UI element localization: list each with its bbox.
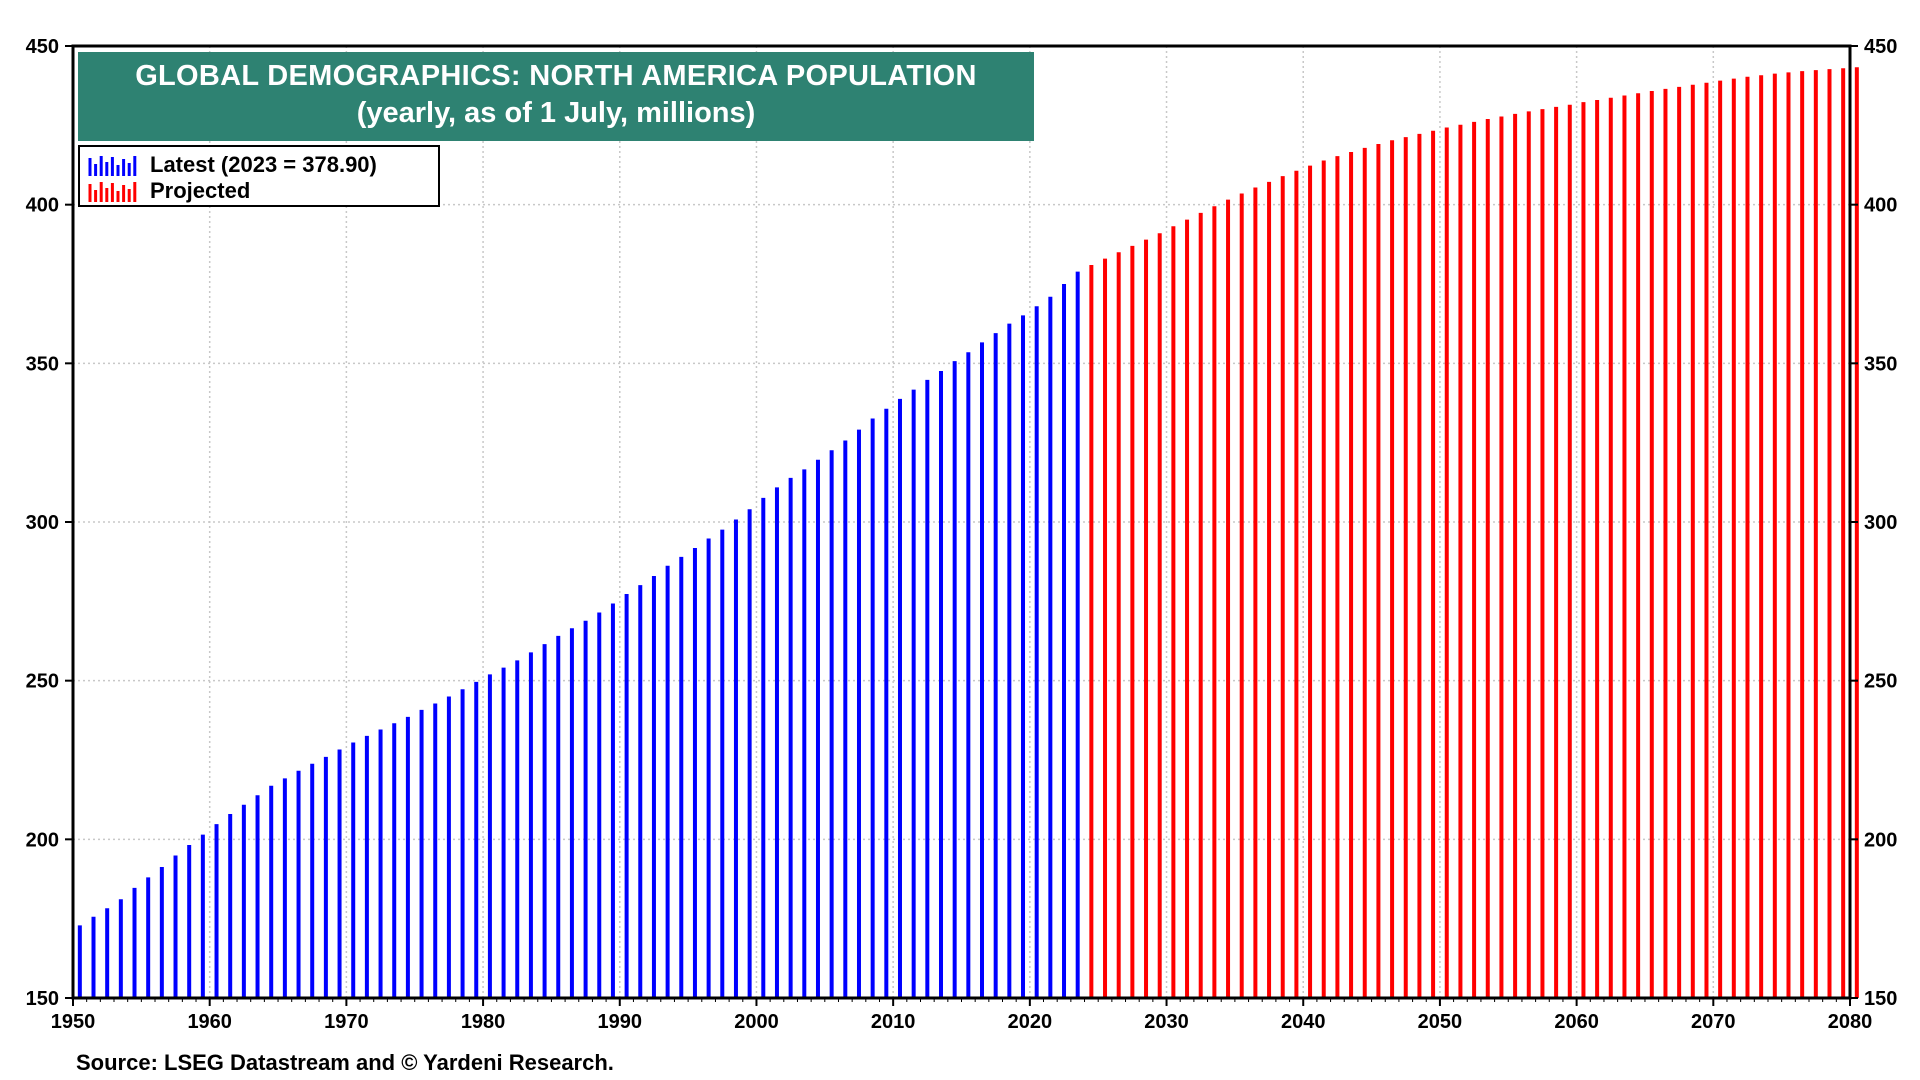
y-tick-label-left-400: 400 (26, 195, 59, 217)
y-tick-label-right-150: 150 (1864, 988, 1897, 1010)
y-tick-label-right-200: 200 (1864, 829, 1897, 851)
legend-label-projected: Projected (150, 178, 251, 203)
source-note: Source: LSEG Datastream and © Yardeni Re… (76, 1050, 614, 1075)
x-tick-label-2020: 2020 (1008, 1011, 1053, 1033)
x-tick-label-2060: 2060 (1554, 1011, 1599, 1033)
y-tick-label-right-300: 300 (1864, 512, 1897, 534)
x-tick-label-1970: 1970 (324, 1011, 369, 1033)
x-tick-label-2030: 2030 (1144, 1011, 1189, 1033)
x-tick-label-1960: 1960 (187, 1011, 232, 1033)
axes (65, 44, 1858, 1006)
legend-swatch-projected (88, 182, 137, 202)
x-tick-label-2000: 2000 (734, 1011, 779, 1033)
y-tick-label-left-150: 150 (26, 988, 59, 1010)
y-tick-label-left-350: 350 (26, 353, 59, 375)
grid (73, 46, 1850, 998)
legend: Latest (2023 = 378.90) Projected (78, 145, 440, 207)
y-tick-label-right-450: 450 (1864, 36, 1897, 58)
y-tick-label-right-400: 400 (1864, 195, 1897, 217)
y-tick-label-right-250: 250 (1864, 671, 1897, 693)
chart-subtitle: (yearly, as of 1 July, millions) (356, 97, 756, 129)
legend-swatch-latest (88, 156, 137, 176)
y-tick-label-left-200: 200 (26, 829, 59, 851)
tick-labels: 1950 1960 1970 1980 1990 2000 2010 2020 2030 2040… (26, 36, 1898, 1033)
bars (77, 67, 1859, 998)
chart-title-box: GLOBAL DEMOGRAPHICS: NORTH AMERICA POPUL… (78, 52, 1034, 141)
x-tick-label-2070: 2070 (1691, 1011, 1736, 1033)
y-tick-label-right-350: 350 (1864, 353, 1897, 375)
x-tick-label-2050: 2050 (1418, 1011, 1463, 1033)
chart-title: GLOBAL DEMOGRAPHICS: NORTH AMERICA POPUL… (135, 60, 977, 92)
x-tick-label-1980: 1980 (461, 1011, 506, 1033)
x-tick-label-2010: 2010 (871, 1011, 916, 1033)
y-tick-label-left-300: 300 (26, 512, 59, 534)
x-tick-label-2080: 2080 (1828, 1011, 1873, 1033)
x-tick-label-1950: 1950 (51, 1011, 96, 1033)
y-tick-label-left-250: 250 (26, 671, 59, 693)
legend-item-latest: Latest (2023 = 378.90) (86, 152, 377, 178)
legend-item-projected: Projected (86, 178, 250, 204)
y-tick-label-left-450: 450 (26, 36, 59, 58)
legend-label-latest: Latest (2023 = 378.90) (150, 152, 377, 177)
x-tick-label-1990: 1990 (598, 1011, 643, 1033)
x-tick-label-2040: 2040 (1281, 1011, 1326, 1033)
